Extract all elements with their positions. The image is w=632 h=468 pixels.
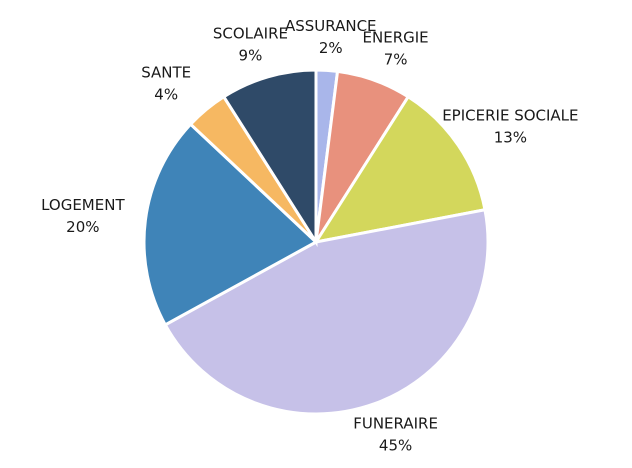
slice-label: FUNERAIRE: [353, 414, 438, 432]
slice-value: 9%: [239, 47, 263, 65]
slice-value: 4%: [154, 86, 178, 104]
pie-slice: [142, 122, 319, 327]
slice-value: 13%: [494, 128, 527, 146]
slice-label: ASSURANCE: [285, 17, 377, 35]
pie-slice: [163, 208, 490, 416]
slice-label: SCOLAIRE: [213, 25, 288, 43]
slice-value: 45%: [379, 436, 412, 454]
slice-label: EPICERIE SOCIALE: [442, 106, 578, 124]
slice-label: ENERGIE: [363, 29, 429, 47]
pie-slice: [312, 94, 487, 245]
slice-label: LOGEMENT: [41, 196, 125, 214]
slice-label: SANTE: [141, 64, 191, 82]
slice-value: 2%: [319, 39, 343, 57]
slice-value: 7%: [384, 51, 408, 69]
pie-slice: [221, 68, 318, 248]
slice-value: 20%: [66, 218, 99, 236]
